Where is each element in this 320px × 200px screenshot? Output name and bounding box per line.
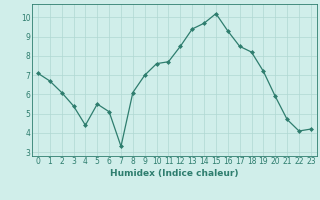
X-axis label: Humidex (Indice chaleur): Humidex (Indice chaleur)	[110, 169, 239, 178]
